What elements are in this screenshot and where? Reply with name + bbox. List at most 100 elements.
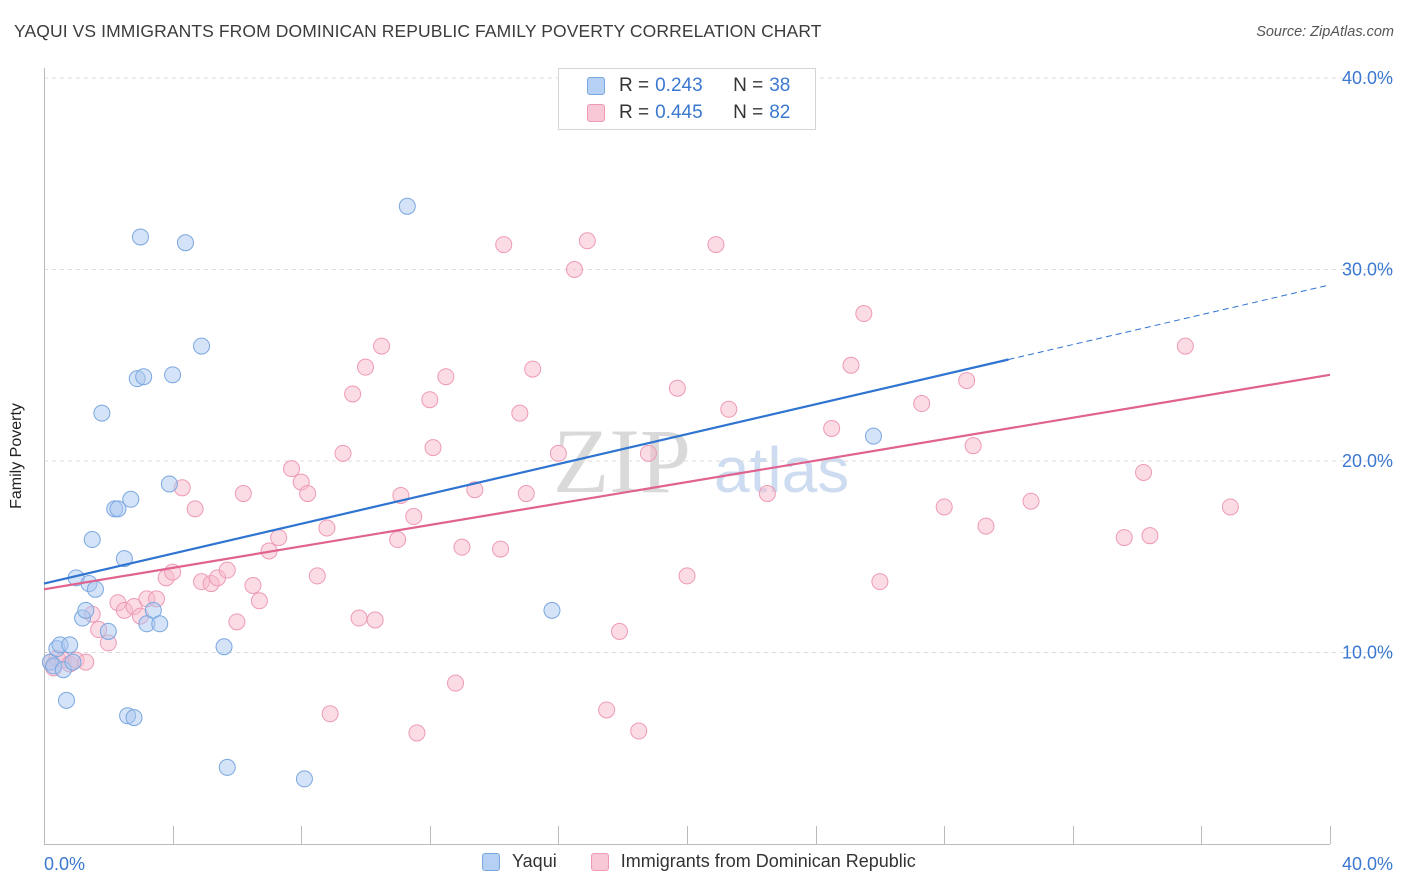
data-point-immigrants	[758, 485, 776, 503]
data-point-immigrants	[1135, 463, 1153, 481]
legend-n-label: N =	[733, 75, 764, 96]
data-point-immigrants	[447, 674, 465, 692]
legend-n-value: 82	[769, 102, 791, 123]
trend-line-yaqui-extension	[1008, 284, 1331, 360]
data-point-immigrants	[524, 360, 542, 378]
data-point-yaqui	[398, 197, 416, 215]
bottom-legend-swatch-immigrants	[590, 852, 609, 871]
data-point-immigrants	[495, 236, 513, 254]
data-point-yaqui	[193, 337, 211, 355]
data-point-immigrants	[234, 485, 252, 503]
trend-line-immigrants	[43, 373, 1331, 591]
data-point-immigrants	[549, 444, 567, 462]
data-point-immigrants	[610, 622, 628, 640]
data-point-yaqui	[58, 691, 76, 709]
data-point-immigrants	[334, 444, 352, 462]
data-point-immigrants	[421, 391, 439, 409]
y-tick-labels: 10.0% 20.0% 30.0% 40.0%	[1342, 68, 1393, 663]
data-point-immigrants	[350, 609, 368, 627]
data-point-immigrants	[492, 540, 510, 558]
bottom-legend-swatch-yaqui	[482, 852, 500, 871]
axes	[44, 68, 1331, 845]
data-point-yaqui	[151, 615, 169, 633]
data-point-immigrants	[1176, 337, 1194, 355]
data-point-immigrants	[1221, 498, 1239, 516]
x-tick-label: 40.0%	[1342, 854, 1393, 874]
data-point-immigrants	[935, 498, 953, 516]
data-point-yaqui	[109, 500, 127, 518]
data-point-immigrants	[578, 232, 596, 250]
legend-swatch-yaqui	[587, 77, 605, 95]
data-point-immigrants	[244, 576, 262, 594]
data-point-yaqui	[215, 638, 233, 656]
data-point-yaqui	[83, 531, 101, 549]
data-point-immigrants	[720, 400, 738, 418]
data-point-immigrants	[344, 385, 362, 403]
bottom-legend-label-yaqui: Yaqui	[512, 851, 557, 871]
data-point-immigrants	[977, 517, 995, 535]
data-point-immigrants	[408, 724, 426, 742]
trend-lines	[43, 284, 1331, 591]
data-point-yaqui	[99, 622, 117, 640]
chart-title: YAQUI VS IMMIGRANTS FROM DOMINICAN REPUB…	[14, 21, 822, 41]
data-point-immigrants	[228, 613, 246, 631]
legend-n-value: 38	[769, 75, 791, 96]
data-point-immigrants	[283, 460, 301, 478]
legend-box: R = 0.243 N = 38 R = 0.445 N = 82	[558, 68, 816, 130]
data-point-yaqui	[160, 475, 178, 493]
data-point-immigrants	[373, 337, 391, 355]
data-point-yaqui	[176, 234, 194, 252]
data-point-yaqui	[77, 601, 95, 619]
data-point-yaqui	[61, 636, 79, 654]
data-point-immigrants	[321, 705, 339, 723]
data-point-yaqui	[135, 368, 153, 386]
y-tick-label: 20.0%	[1342, 451, 1393, 471]
data-point-yaqui	[125, 709, 143, 727]
data-point-immigrants	[639, 444, 657, 462]
watermark-atlas: atlas	[714, 434, 849, 506]
data-point-yaqui	[122, 490, 140, 508]
legend-row-yaqui: R = 0.243 N = 38	[559, 73, 790, 99]
data-point-immigrants	[250, 592, 268, 610]
legend-swatch-immigrants	[587, 104, 605, 122]
data-point-immigrants	[357, 358, 374, 376]
data-point-immigrants	[842, 356, 860, 374]
data-point-immigrants	[453, 538, 471, 556]
data-point-immigrants	[466, 481, 484, 499]
y-tick-label: 40.0%	[1342, 68, 1393, 88]
data-point-immigrants	[270, 529, 288, 547]
data-point-immigrants	[437, 368, 455, 386]
data-point-immigrants	[1141, 527, 1159, 545]
series-yaqui-points	[41, 197, 882, 788]
data-point-immigrants	[1022, 492, 1040, 510]
legend-r-value: 0.445	[655, 102, 703, 123]
data-point-yaqui	[218, 758, 236, 776]
x-tick-labels: 0.0% 40.0%	[44, 854, 1393, 874]
x-tick-marks	[173, 826, 1331, 844]
data-point-yaqui	[86, 580, 104, 598]
data-point-immigrants	[668, 379, 686, 397]
data-point-immigrants	[308, 567, 326, 585]
data-point-immigrants	[855, 305, 873, 323]
source-note: Source: ZipAtlas.com	[1256, 24, 1394, 40]
data-point-immigrants	[186, 500, 204, 518]
data-point-yaqui	[64, 653, 82, 671]
trend-line-yaqui	[43, 358, 1009, 585]
data-point-immigrants	[958, 372, 976, 390]
data-point-immigrants	[1115, 529, 1133, 547]
legend-r-value: 0.243	[655, 75, 703, 96]
data-point-immigrants	[366, 611, 384, 629]
data-point-immigrants	[964, 437, 982, 455]
data-point-immigrants	[678, 567, 696, 585]
data-point-immigrants	[318, 519, 336, 537]
data-point-immigrants	[871, 573, 889, 591]
data-point-yaqui	[295, 770, 313, 788]
x-tick-label: 0.0%	[44, 854, 85, 874]
data-point-immigrants	[511, 404, 529, 422]
data-point-immigrants	[565, 261, 583, 278]
data-point-immigrants	[707, 236, 725, 254]
data-point-yaqui	[543, 601, 561, 619]
legend-r-label: R =	[619, 102, 650, 123]
data-point-immigrants	[913, 395, 931, 413]
